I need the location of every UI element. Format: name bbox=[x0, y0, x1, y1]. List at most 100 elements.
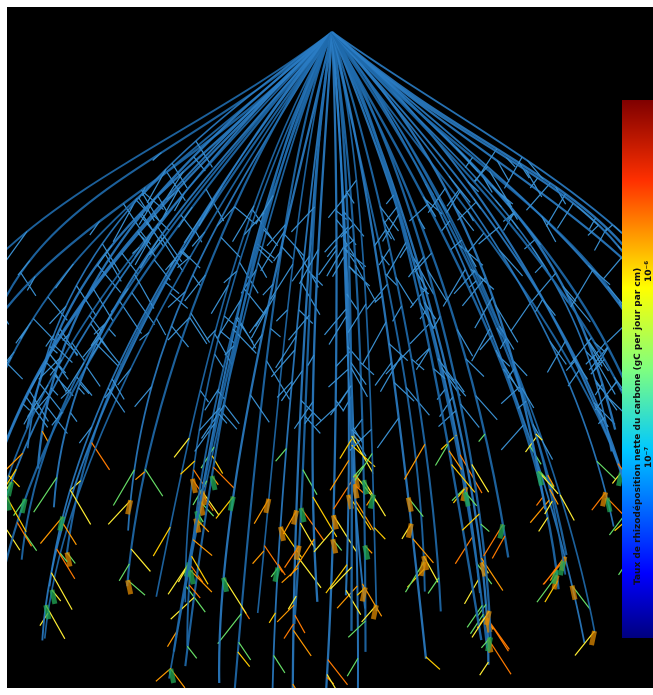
lateral-root bbox=[210, 284, 229, 314]
lateral-root bbox=[252, 550, 265, 565]
lateral-root bbox=[408, 204, 428, 222]
root-tip bbox=[535, 470, 544, 486]
lateral-root bbox=[276, 604, 295, 623]
lateral-root bbox=[216, 299, 242, 339]
root-tip bbox=[485, 636, 493, 652]
lateral-root bbox=[473, 198, 482, 209]
lateral-root bbox=[392, 305, 403, 322]
lateral-root bbox=[169, 256, 177, 268]
lateral-root bbox=[270, 349, 296, 378]
lateral-root bbox=[198, 198, 215, 227]
root bbox=[43, 31, 333, 639]
lateral-root bbox=[38, 382, 64, 414]
lateral-root bbox=[347, 620, 366, 638]
lateral-root bbox=[304, 412, 314, 425]
root bbox=[330, 31, 353, 631]
root bbox=[20, 31, 333, 560]
lateral-root bbox=[51, 411, 63, 426]
lateral-root bbox=[399, 246, 408, 259]
lateral-root bbox=[463, 578, 480, 605]
root bbox=[330, 31, 510, 558]
root-tip bbox=[362, 545, 371, 561]
root bbox=[65, 31, 333, 555]
lateral-root bbox=[324, 308, 347, 336]
root-tip bbox=[569, 585, 578, 601]
lateral-root bbox=[335, 399, 345, 412]
lateral-root bbox=[410, 252, 435, 295]
lateral-root bbox=[334, 226, 349, 242]
lateral-root bbox=[249, 394, 270, 423]
lateral-root bbox=[355, 264, 377, 303]
lateral-root bbox=[587, 224, 600, 236]
root-tip bbox=[298, 507, 307, 523]
lateral-root bbox=[455, 147, 479, 173]
lateral-root bbox=[0, 507, 2, 524]
lateral-root bbox=[180, 460, 196, 475]
lateral-root bbox=[502, 211, 515, 222]
lateral-root bbox=[453, 270, 475, 295]
root-tip bbox=[209, 475, 218, 491]
lateral-root bbox=[570, 337, 593, 365]
lateral-root bbox=[299, 522, 317, 550]
lateral-root bbox=[446, 189, 460, 207]
lateral-root bbox=[535, 496, 544, 506]
root bbox=[172, 31, 334, 652]
root-tip bbox=[361, 479, 370, 495]
lateral-root bbox=[339, 438, 353, 459]
lateral-root bbox=[491, 535, 506, 559]
lateral-root bbox=[263, 229, 279, 247]
root-tip bbox=[405, 497, 414, 513]
lateral-root bbox=[275, 448, 287, 462]
lateral-root bbox=[474, 296, 494, 329]
lateral-root bbox=[613, 225, 622, 234]
lateral-root bbox=[467, 232, 485, 253]
lateral-root bbox=[217, 390, 225, 400]
root bbox=[331, 31, 653, 290]
lateral-root bbox=[331, 254, 346, 278]
lateral-root bbox=[350, 362, 367, 386]
root bbox=[331, 31, 568, 556]
lateral-root bbox=[466, 210, 475, 222]
lateral-root bbox=[465, 358, 485, 378]
colorbar-tick-label: 10⁻⁶ bbox=[644, 261, 653, 282]
lateral-root bbox=[468, 280, 477, 288]
lateral-root bbox=[171, 162, 188, 189]
lateral-root bbox=[374, 362, 393, 386]
lateral-root bbox=[170, 596, 195, 620]
root bbox=[293, 31, 334, 624]
lateral-root bbox=[340, 179, 357, 201]
lateral-root bbox=[287, 595, 297, 610]
lateral-root bbox=[289, 538, 315, 577]
lateral-root bbox=[28, 389, 49, 422]
lateral-root bbox=[464, 247, 477, 268]
lateral-root bbox=[336, 585, 358, 609]
lateral-root bbox=[366, 283, 388, 311]
root-tip bbox=[483, 610, 492, 626]
lateral-root bbox=[328, 368, 349, 388]
root bbox=[331, 31, 653, 307]
lateral-root bbox=[251, 334, 263, 351]
lateral-root bbox=[464, 156, 474, 169]
lateral-root bbox=[7, 452, 24, 470]
lateral-root bbox=[26, 276, 36, 291]
lateral-root bbox=[134, 386, 153, 408]
lateral-root bbox=[403, 443, 426, 480]
lateral-root bbox=[293, 401, 314, 430]
lateral-root bbox=[142, 193, 161, 223]
lateral-root bbox=[266, 360, 291, 400]
lateral-root bbox=[352, 465, 364, 478]
lateral-root bbox=[378, 248, 391, 266]
lateral-root bbox=[281, 567, 299, 584]
lateral-root bbox=[534, 264, 543, 274]
lateral-root bbox=[292, 630, 312, 657]
lateral-root bbox=[96, 264, 122, 294]
root bbox=[331, 31, 617, 430]
lateral-root bbox=[250, 295, 276, 339]
lateral-root bbox=[362, 321, 387, 365]
lateral-root bbox=[27, 384, 49, 418]
lateral-root bbox=[594, 381, 617, 411]
lateral-root bbox=[570, 270, 594, 308]
root-tip bbox=[604, 497, 613, 513]
lateral-root bbox=[327, 194, 348, 219]
lateral-root bbox=[457, 201, 477, 221]
